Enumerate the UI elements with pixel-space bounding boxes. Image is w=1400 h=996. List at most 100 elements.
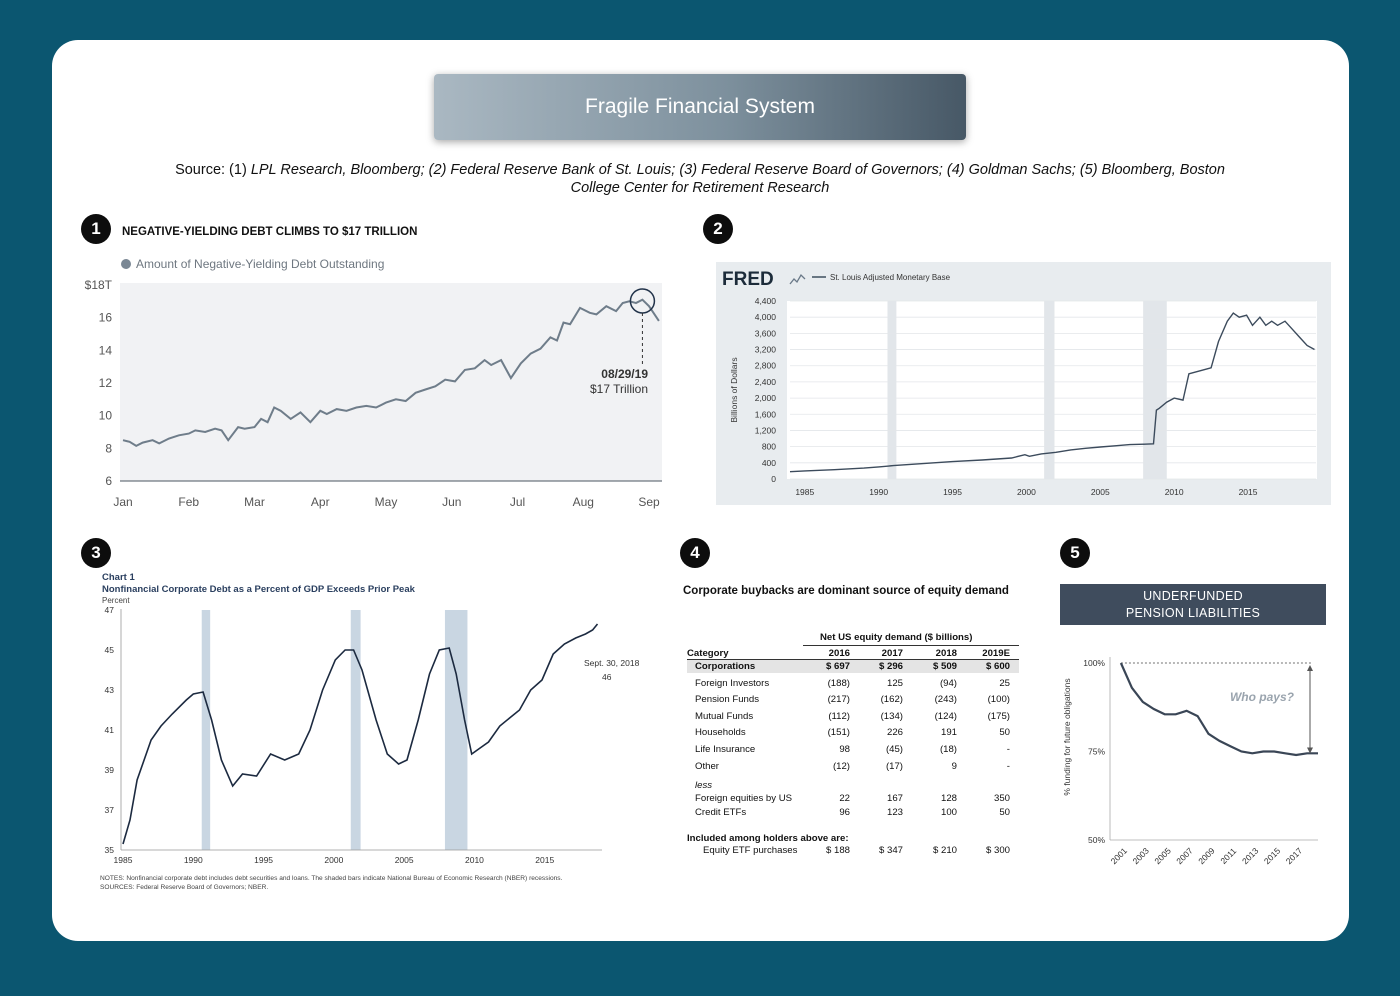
table-cell: (124) [934, 710, 957, 722]
table-cell: 350 [993, 793, 1010, 804]
chart1-y-tick: $18T [85, 278, 113, 292]
table-cell: 50 [999, 727, 1010, 739]
table-cell: $ 600 [985, 661, 1010, 672]
table-row-label: Foreign Investors [695, 677, 770, 689]
chart3-y-tick: 41 [105, 725, 115, 735]
table-cell: $ 210 [932, 845, 957, 856]
table-included-label: Included among holders above are: [687, 833, 849, 844]
chart2-y-tick: 1,600 [755, 409, 777, 419]
chart1-annotation-value: $17 Trillion [590, 382, 648, 396]
chart1-x-tick: Apr [311, 495, 330, 509]
table-cell: 128 [940, 793, 957, 804]
table-cell: 9 [951, 760, 957, 772]
chart2-y-tick: 4,000 [755, 312, 777, 322]
table-cell: (134) [880, 710, 903, 722]
chart3-y-tick: 37 [105, 805, 115, 815]
table-cell: (12) [832, 760, 850, 772]
table-column-rule [687, 659, 1019, 660]
chart2-recession-band [1143, 301, 1167, 479]
chart2-x-tick: 1985 [795, 487, 814, 497]
table-cell: (151) [827, 727, 850, 739]
table-less-label: less [695, 780, 713, 791]
chart2-y-tick: 3,200 [755, 345, 777, 355]
chart2-series-line [789, 312, 1315, 473]
chart2-legend: St. Louis Adjusted Monetary Base [830, 273, 951, 282]
chart5-y-tick: 75% [1088, 747, 1105, 757]
chart3-recession-band [201, 610, 211, 850]
chart2-y-tick: 2,000 [755, 393, 777, 403]
table-cell: (243) [934, 694, 957, 706]
table-cell: $ 296 [878, 661, 903, 672]
table-cell: 226 [886, 727, 903, 739]
chart5-title-box: UNDERFUNDED PENSION LIABILITIES [1060, 584, 1326, 625]
badge-1: 1 [81, 214, 111, 244]
chart3-ylabel: Percent [102, 596, 130, 605]
chart3-annotation-value: 46 [602, 672, 612, 682]
table-cell: $ 188 [825, 845, 850, 856]
table-cell: - [1006, 744, 1010, 755]
table-header-rule [803, 645, 1019, 646]
chart5-x-tick: 2017 [1284, 845, 1305, 866]
table-cell: (17) [885, 760, 903, 772]
chart5-x-tick: 2001 [1109, 845, 1130, 866]
chart2-recession-band [1044, 301, 1055, 479]
badge-4: 4 [680, 538, 710, 568]
chart5-title-line1: UNDERFUNDED [1143, 589, 1243, 603]
chart3-recession-band [350, 610, 361, 850]
chart5-arrowhead-top [1307, 665, 1313, 671]
table-row-label: Life Insurance [695, 744, 756, 755]
table-column-header: Category [687, 648, 729, 659]
fred-logo-icon [789, 273, 806, 285]
table-cell: 96 [839, 806, 850, 818]
chart3-x-tick: 2015 [535, 855, 554, 865]
chart2-y-tick: 0 [771, 474, 776, 484]
chart3-x-tick: 2000 [324, 855, 343, 865]
chart1-x-tick: Jun [442, 495, 461, 509]
chart2-x-tick: 1990 [869, 487, 888, 497]
table-cell: $ 300 [985, 845, 1010, 856]
chart3-title: Nonfinancial Corporate Debt as a Percent… [102, 584, 416, 595]
table-cell: (94) [939, 677, 957, 689]
table-cell: 50 [999, 806, 1010, 818]
chart5-series-line [1119, 662, 1318, 757]
chart1-plot-bg [120, 283, 662, 481]
chart2-ylabel: Billions of Dollars [729, 357, 739, 422]
table-cell: (217) [827, 694, 850, 706]
chart5-ylabel: % funding for future obligations [1062, 678, 1072, 795]
page-title: Fragile Financial System [434, 74, 966, 140]
chart3-x-tick: 1995 [254, 855, 273, 865]
chart3-series-line [122, 623, 599, 845]
table-row-label: Corporations [695, 661, 756, 672]
chart1-x-tick: May [375, 495, 398, 509]
chart2-recession-band [887, 301, 897, 479]
chart1-legend: Amount of Negative-Yielding Debt Outstan… [136, 257, 384, 271]
chart3-label: Chart 1 [102, 572, 135, 583]
chart5-y-tick: 50% [1088, 835, 1105, 845]
chart2-y-tick: 4,400 [755, 296, 777, 306]
table-row-label: Households [695, 727, 746, 739]
chart1-y-tick: 6 [105, 474, 112, 488]
chart5-x-tick: 2011 [1218, 846, 1238, 866]
table-row-label: Equity ETF purchases [703, 845, 798, 856]
table-cell: (188) [827, 677, 850, 689]
table-column-header: 2016 [828, 648, 850, 659]
table-row-label: Credit ETFs [695, 806, 747, 818]
chart5-x-tick: 2005 [1152, 845, 1173, 866]
chart3-recession-band [444, 610, 468, 850]
chart2-x-tick: 2005 [1091, 487, 1110, 497]
chart3-y-tick: 39 [105, 765, 115, 775]
table-cell: 125 [886, 677, 903, 689]
source-list: LPL Research, Bloomberg; (2) Federal Res… [250, 162, 1225, 196]
chart2-y-tick: 400 [762, 458, 776, 468]
chart2-x-tick: 2015 [1239, 487, 1258, 497]
table-cell: 22 [839, 793, 850, 804]
chart2-x-tick: 1995 [943, 487, 962, 497]
chart1-x-tick: Aug [573, 495, 594, 509]
chart5-annotation: Who pays? [1230, 690, 1295, 704]
chart1-y-tick: 8 [105, 441, 112, 455]
chart3-y-tick: 47 [105, 605, 115, 615]
table-cell: $ 509 [932, 661, 957, 672]
